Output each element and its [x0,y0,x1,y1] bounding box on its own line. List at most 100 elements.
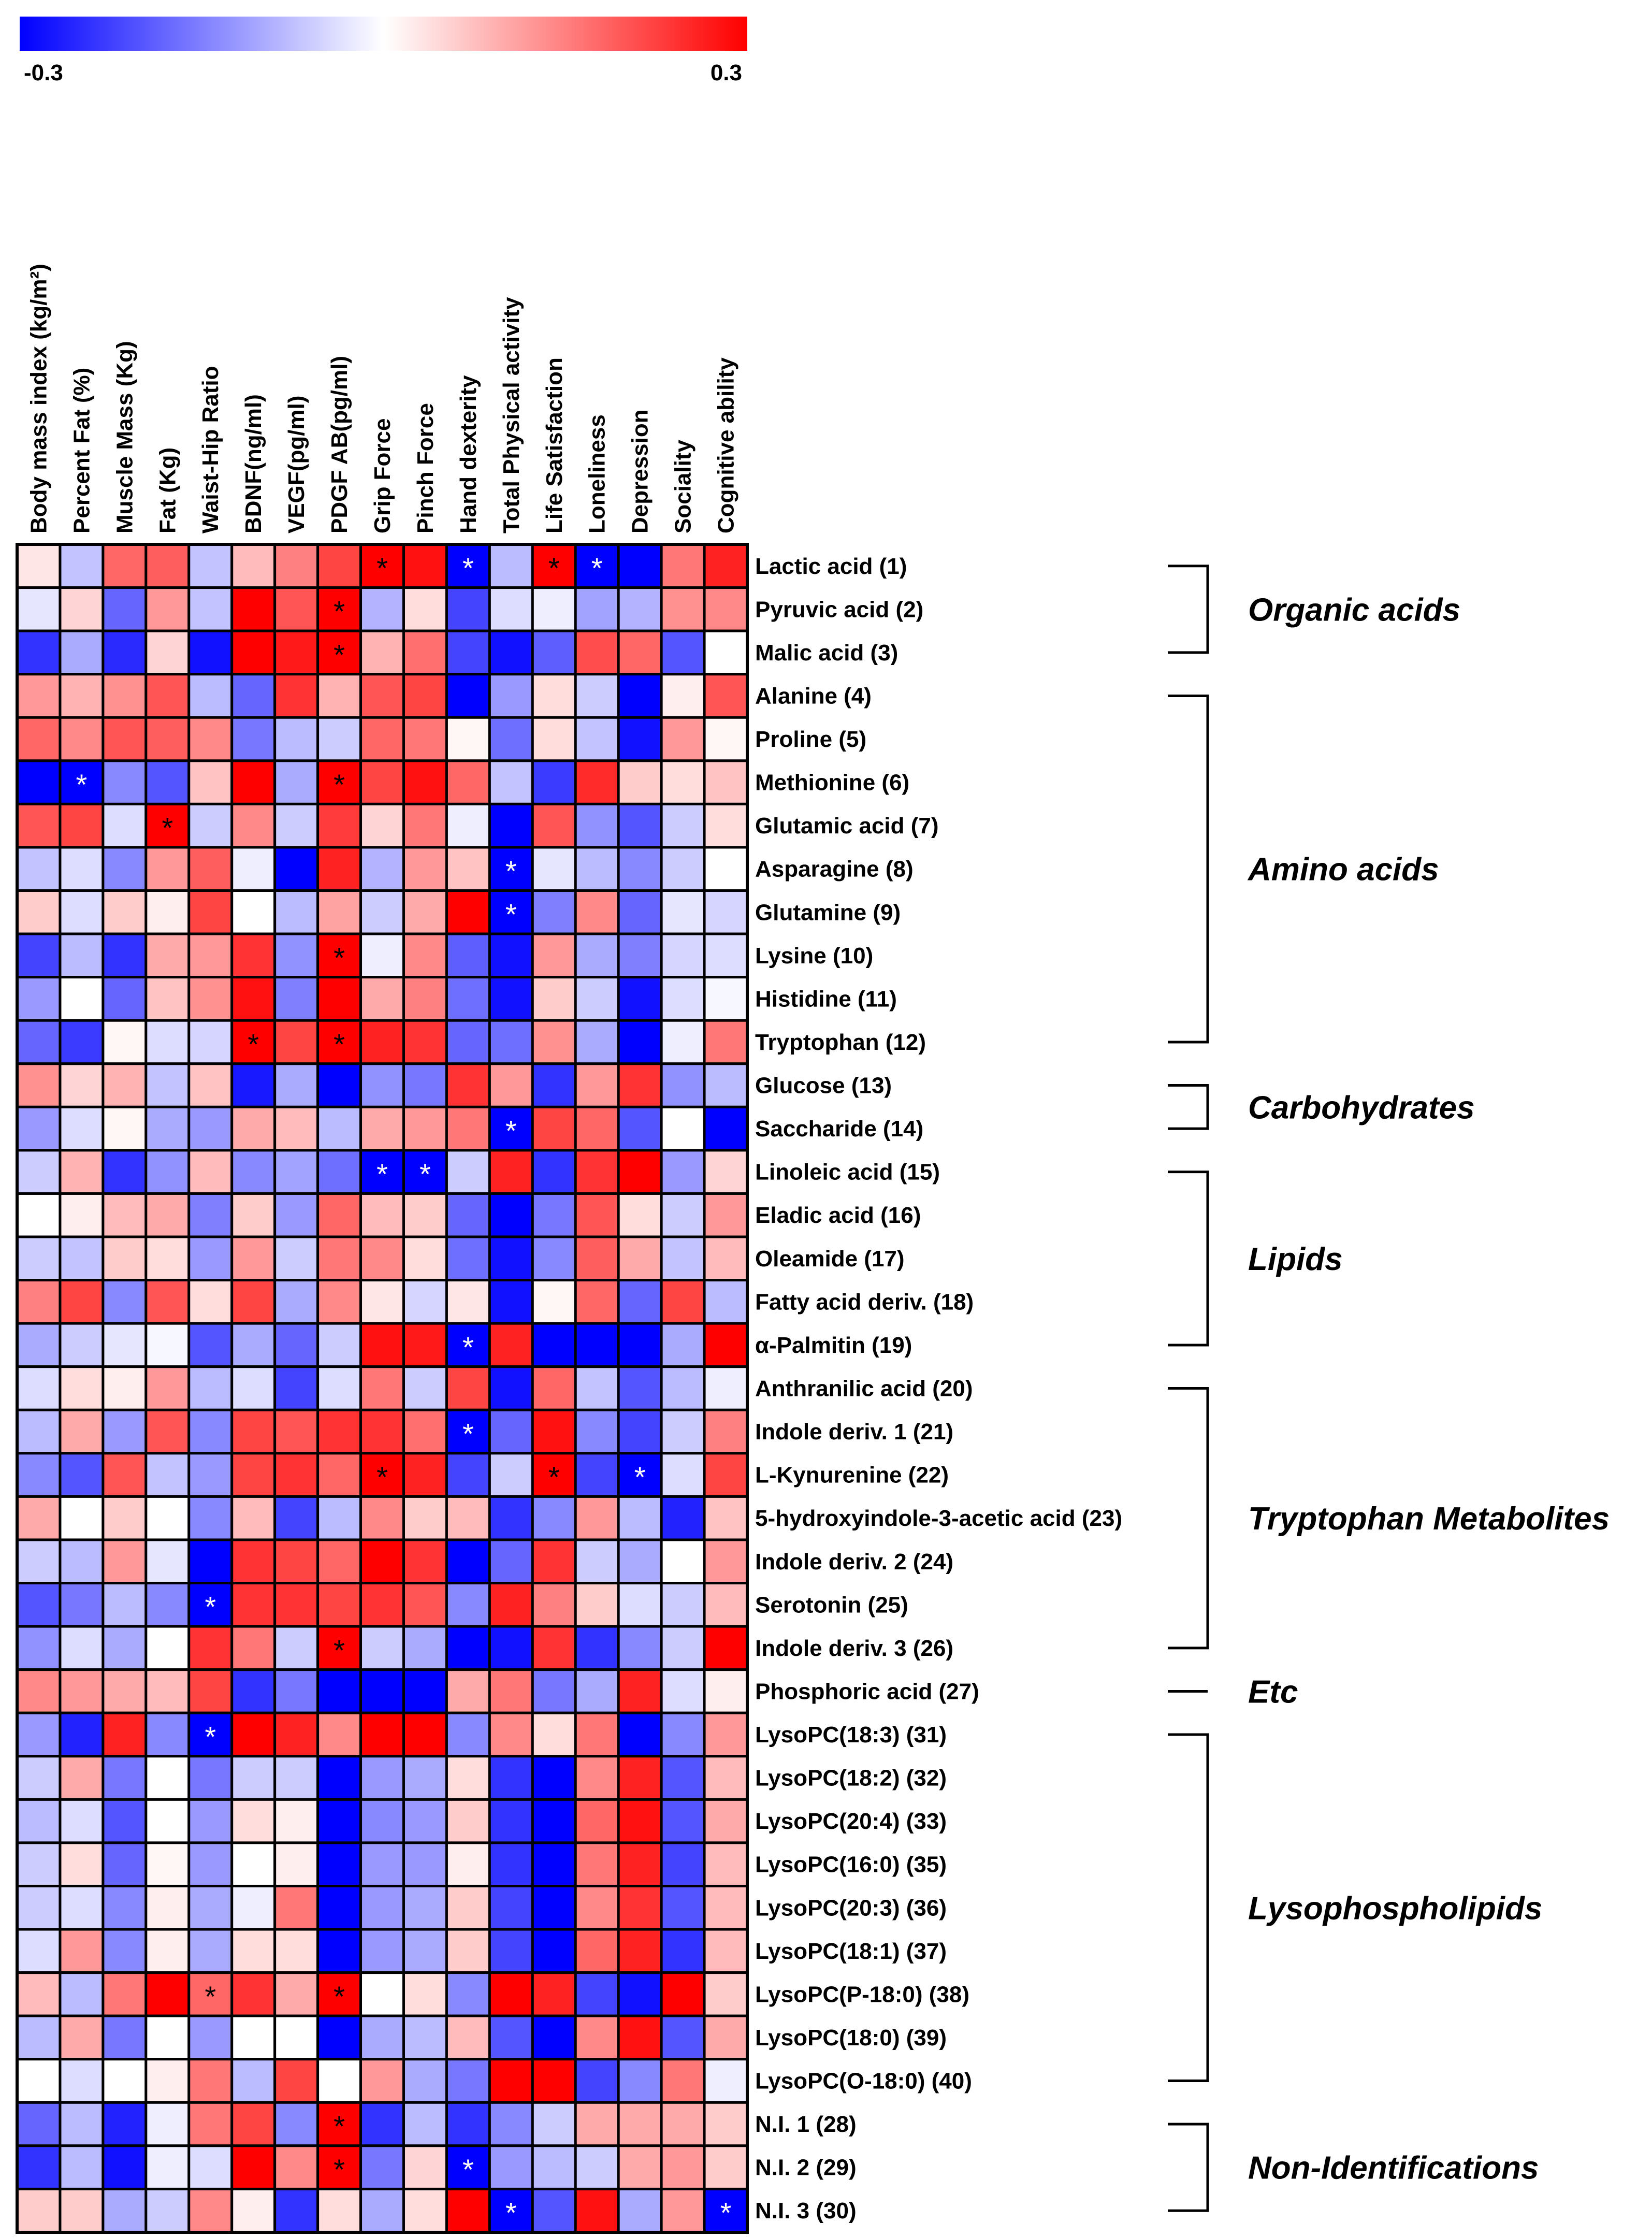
heatmap-cell [402,1668,448,1714]
heatmap-cell [59,2058,105,2104]
heatmap-cell [359,976,405,1022]
heatmap-cell [230,1841,277,1887]
heatmap-cell [660,1625,706,1671]
heatmap-cell [445,1105,491,1152]
heatmap-cell [617,1192,663,1238]
heatmap-cell [144,1019,191,1065]
significance-marker: * [334,595,345,628]
heatmap-cell [617,889,663,935]
heatmap-cell [359,1884,405,1931]
heatmap-cell [703,1279,749,1325]
heatmap-cell [316,1495,363,1541]
heatmap-cell [144,976,191,1022]
heatmap-cell [445,1711,491,1758]
heatmap-cell [488,932,534,979]
heatmap-cell [102,932,148,979]
heatmap-cell [531,1019,577,1065]
heatmap-cell [102,2014,148,2061]
heatmap-cell [402,802,448,849]
heatmap-cell [102,1149,148,1195]
significance-marker: * [334,2153,345,2186]
heatmap-cell [102,1322,148,1368]
heatmap-cell [617,1408,663,1455]
heatmap-cell [187,1192,234,1238]
heatmap-cell [703,1322,749,1368]
heatmap-cell [359,802,405,849]
heatmap-cell [445,1495,491,1541]
heatmap-cell [359,716,405,762]
heatmap-cell [531,1235,577,1282]
heatmap-cell [703,1365,749,1411]
heatmap-cell [16,1668,62,1714]
heatmap-cell [488,846,534,892]
row-label: Eladic acid (16) [755,1203,921,1228]
heatmap-cell [660,2187,706,2234]
group-bracket [1168,1733,1209,2083]
heatmap-cell [144,889,191,935]
heatmap-cell [402,586,448,632]
heatmap-cell [488,1279,534,1325]
group-bracket [1168,2123,1209,2212]
heatmap-cell [59,2144,105,2190]
heatmap-cell [574,1755,620,1801]
heatmap-cell [102,1019,148,1065]
heatmap-cell [488,673,534,719]
heatmap-cell [230,1452,277,1498]
heatmap-cell [144,1105,191,1152]
heatmap-cell [703,2144,749,2190]
heatmap-cell [187,976,234,1022]
heatmap-cell [445,759,491,805]
heatmap-cell [16,1971,62,2017]
heatmap-cell [316,1235,363,1282]
heatmap-cell [144,1322,191,1368]
heatmap-cell [402,1192,448,1238]
heatmap-cell [531,1928,577,1974]
heatmap-cell [531,1062,577,1108]
group-label: Tryptophan Metabolites [1248,1501,1610,1537]
heatmap-cell [445,1841,491,1887]
heatmap-cell [230,2187,277,2234]
significance-marker: * [334,1634,345,1666]
heatmap-cell [187,1149,234,1195]
heatmap-cell [660,1408,706,1455]
heatmap-cell [488,1971,534,2017]
heatmap-cell [144,932,191,979]
heatmap-cell [359,1105,405,1152]
heatmap-cell [187,2014,234,2061]
heatmap-cell [16,889,62,935]
heatmap-cell [574,802,620,849]
heatmap-cell [531,2101,577,2147]
heatmap-cell [16,846,62,892]
heatmap-cell [316,2014,363,2061]
heatmap-cell [102,1538,148,1585]
heatmap-cell [102,1625,148,1671]
heatmap-cell [359,2144,405,2190]
significance-marker: * [205,1720,216,1753]
heatmap-cell [402,543,448,589]
heatmap-cell [445,1582,491,1628]
heatmap-cell [59,629,105,676]
heatmap-cell [187,1928,234,1974]
group-bracket [1168,1084,1209,1130]
heatmap-cell [230,1279,277,1325]
heatmap-cell [102,716,148,762]
significance-marker: * [334,638,345,671]
row-label: N.I. 1 (28) [755,2112,857,2137]
heatmap-cell [187,1798,234,1844]
heatmap-cell [316,802,363,849]
heatmap-cell [102,1884,148,1931]
row-labels: Lactic acid (1) Pyruvic acid (2) Malic aci… [755,554,1122,2223]
heatmap-cell [273,1062,320,1108]
significance-marker: * [376,552,388,584]
heatmap-cell [531,1322,577,1368]
heatmap-cell [59,2101,105,2147]
heatmap-cell [273,1235,320,1282]
heatmap-cell [230,932,277,979]
significance-marker: * [376,1158,388,1190]
heatmap-cell [531,1668,577,1714]
heatmap-cell [531,889,577,935]
heatmap-cell [16,1928,62,1974]
heatmap-cell [59,802,105,849]
heatmap-cell [273,1582,320,1628]
heatmap-cells [16,543,749,2234]
